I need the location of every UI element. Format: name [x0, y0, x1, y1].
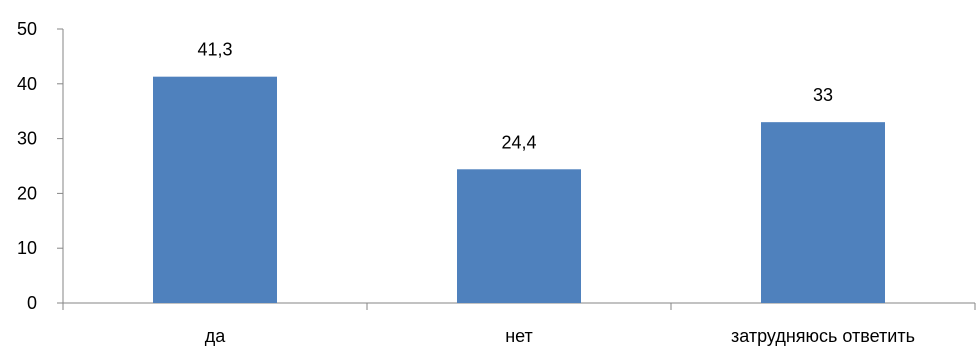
y-tick-label: 10 [17, 238, 37, 258]
data-label: 24,4 [501, 132, 536, 152]
bar [761, 122, 885, 303]
x-category-label: затрудняюсь ответить [731, 326, 915, 346]
data-label: 33 [813, 85, 833, 105]
x-category-label: нет [505, 326, 533, 346]
x-axis: да нет затрудняюсь ответить [62, 302, 976, 346]
bar [457, 169, 581, 303]
y-axis: 0 10 20 30 40 50 [17, 19, 64, 313]
x-category-label: да [205, 326, 227, 346]
y-tick-label: 50 [17, 19, 37, 39]
y-tick-label: 20 [17, 183, 37, 203]
bar [153, 76, 277, 304]
data-labels: 41,3 24,4 33 [197, 40, 833, 153]
y-tick-label: 0 [27, 293, 37, 313]
bars [153, 76, 885, 304]
y-tick-label: 30 [17, 129, 37, 149]
data-label: 41,3 [197, 40, 232, 60]
y-tick-label: 40 [17, 74, 37, 94]
